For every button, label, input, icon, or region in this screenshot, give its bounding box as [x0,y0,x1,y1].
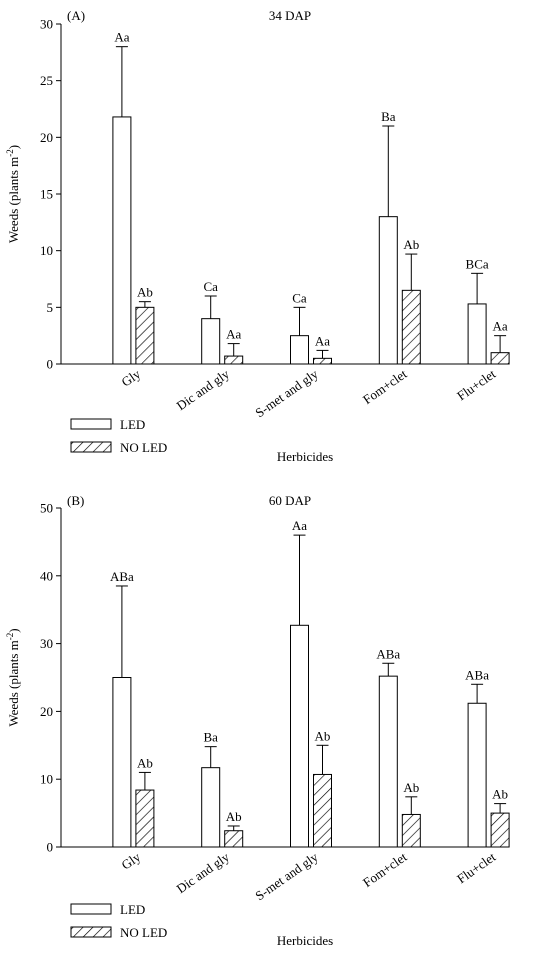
legend-swatch-no-led [70,926,112,938]
y-tick-label: 15 [40,187,53,202]
bar-no-led [490,812,510,848]
significance-letter: Ab [137,285,153,300]
x-tick-label: Dic and gly [174,849,233,896]
significance-letter: Ba [203,730,218,745]
bar-no-led [224,355,244,365]
y-tick-label: 30 [40,636,53,651]
bar-led [378,216,398,365]
y-tick-label: 0 [47,840,54,855]
significance-letter: Aa [114,30,129,45]
significance-letter: Ab [403,780,419,795]
y-tick-label: 0 [47,357,54,372]
y-tick-label: 20 [40,130,53,145]
significance-letter: Ab [403,237,419,252]
bar-led [201,767,221,848]
bar-led [467,303,487,365]
significance-letter: Aa [226,327,241,342]
bar-led [290,335,309,365]
panel-tag: (A) [67,8,85,23]
chart-panel-1: 0 5 10 15 20 25 30 Weeds (plants m-2) (A) 34 DAP A… [5,8,510,464]
bar-no-led [313,357,332,365]
y-tick-label: 20 [40,704,53,719]
significance-letter: ABa [465,667,489,682]
y-axis-label: Weeds (plants m-2) [5,628,21,726]
y-tick-label: 10 [40,772,53,787]
bar-no-led [135,306,155,365]
significance-letter: Ab [492,787,508,802]
bar-led [112,116,132,365]
bar-no-led [401,813,421,848]
y-tick-label: 10 [40,243,53,258]
legend-swatch-no-led [70,441,112,453]
significance-letter: Ca [203,279,218,294]
y-tick-label: 40 [40,568,53,583]
x-tick-label: S-met and gly [252,366,321,420]
x-tick-label: Flu+clet [454,849,499,886]
significance-letter: ABa [110,569,134,584]
bar-led [201,318,221,365]
y-axis-label: Weeds (plants m-2) [5,145,21,243]
y-tick-label: 25 [40,73,53,88]
significance-letter: Aa [315,333,330,348]
bar-led [112,677,132,848]
x-tick-label: Fom+clet [360,849,410,890]
x-axis-label: Herbicides [277,933,333,948]
x-tick-label: S-met and gly [252,849,321,903]
y-tick-label: 30 [40,17,53,32]
chart-panel-2: 0 10 20 30 40 50 Weeds (plants m-2) (B) 60 DAP AB… [5,493,510,948]
significance-letter: BCa [466,256,489,271]
legend-swatch-led [70,903,112,915]
bar-no-led [224,830,244,848]
significance-letter: Ca [292,290,307,305]
significance-letter: Ab [315,728,331,743]
x-tick-label: Flu+clet [454,366,499,403]
bar-led [290,624,309,848]
chart-title: 34 DAP [269,8,311,23]
bar-led [378,675,398,848]
y-tick-label: 50 [40,501,53,516]
chart-title: 60 DAP [269,493,311,508]
bar-led [467,702,487,848]
legend-label: NO LED [120,440,167,455]
panel-tag: (B) [67,493,84,508]
significance-letter: Aa [493,319,508,334]
x-tick-label: Dic and gly [174,366,233,413]
significance-letter: Ba [381,109,396,124]
x-tick-label: Gly [119,366,144,390]
x-tick-label: Fom+clet [360,366,410,407]
bar-no-led [490,352,510,365]
significance-letter: Aa [292,518,307,533]
significance-letter: Ab [137,755,153,770]
bar-no-led [135,789,155,848]
significance-letter: ABa [376,646,400,661]
legend-swatch-led [70,418,112,430]
bar-no-led [401,289,421,365]
legend-label: LED [120,417,145,432]
bar-no-led [313,773,332,848]
significance-letter: Ab [226,809,242,824]
legend-label: NO LED [120,925,167,940]
x-tick-label: Gly [119,849,144,873]
legend-label: LED [120,902,145,917]
x-axis-label: Herbicides [277,449,333,464]
y-tick-label: 5 [47,300,54,315]
